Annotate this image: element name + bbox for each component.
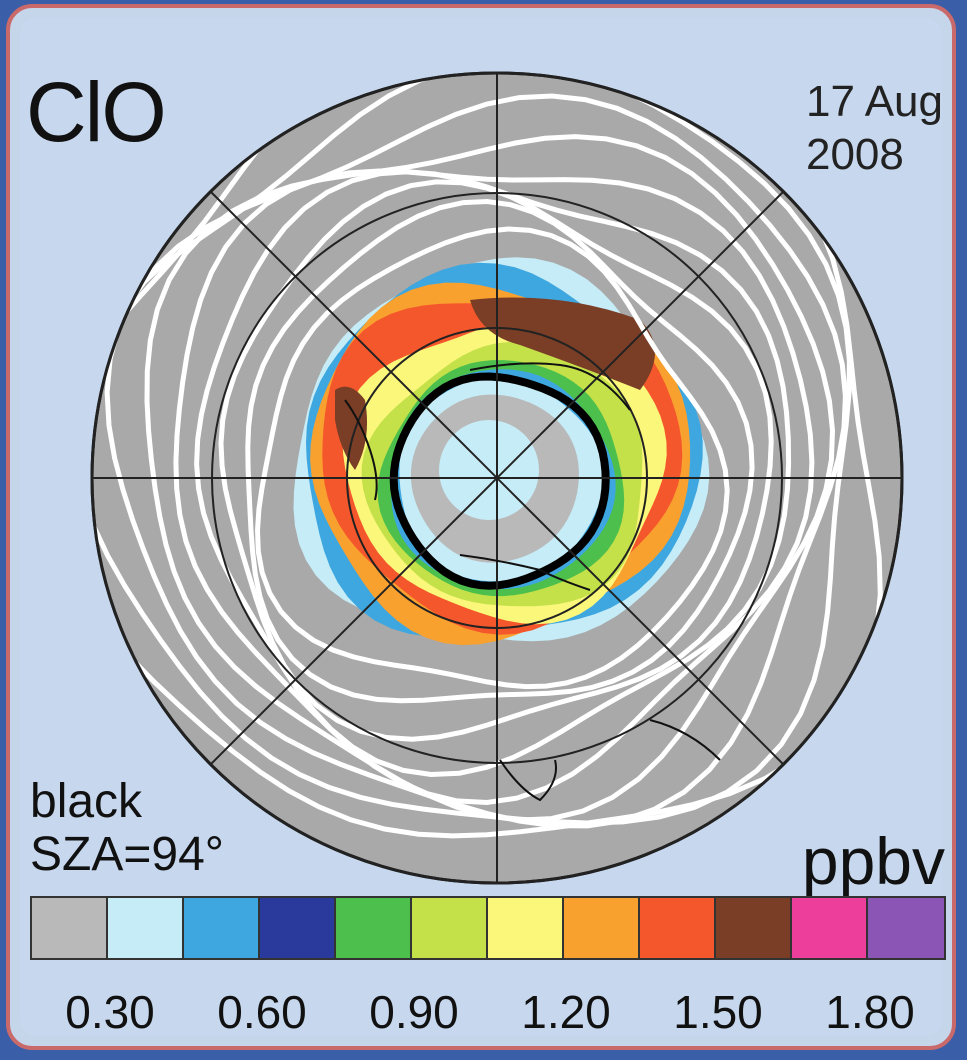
colorbar-tick-label: 0.30 (65, 986, 155, 1038)
colorbar-tick-label: 0.90 (369, 986, 459, 1038)
map-date: 17 Aug 2008 (806, 76, 943, 182)
map-border (90, 71, 904, 885)
colorbar-unit: ppbv (801, 824, 945, 898)
coastline-antarctica (344, 362, 631, 591)
colorbar-swatch (564, 898, 640, 958)
colorbar-swatch (640, 898, 716, 958)
colorbar-swatch (184, 898, 260, 958)
colorbar-tick-label: 1.20 (521, 986, 611, 1038)
colorbar-swatch (336, 898, 412, 958)
coastline-continent (499, 719, 721, 802)
sza-note-line1: black (30, 775, 143, 828)
pv-contour (218, 179, 774, 742)
vortex-high-patch (335, 386, 368, 470)
colorbar-swatch (792, 898, 868, 958)
pv-contour (245, 198, 755, 704)
sza-note: black SZA=94° (30, 775, 224, 882)
meridian-line (209, 190, 785, 766)
colorbar-swatch (868, 898, 944, 958)
pv-contour (194, 169, 792, 778)
colorbar-swatch (108, 898, 184, 958)
pv-contour (144, 134, 836, 823)
colorbar-tick-label: 0.60 (217, 986, 307, 1038)
sza-note-line2: SZA=94° (30, 827, 224, 881)
map-title: ClO (26, 65, 167, 159)
colorbar-swatch (716, 898, 792, 958)
pv-contour (173, 168, 815, 806)
colorbar-swatch (260, 898, 336, 958)
pv-contour (254, 226, 730, 690)
map-date-year: 2008 (805, 129, 904, 179)
colorbar-swatch (32, 898, 108, 958)
colorbar (30, 896, 946, 960)
colorbar-tick-label: 1.50 (673, 986, 763, 1038)
pv-contour (104, 93, 848, 829)
pv-contour (92, 73, 852, 826)
colorbar-tick-label: 1.80 (825, 986, 915, 1038)
colorbar-swatch (412, 898, 488, 958)
terminator-ring (389, 372, 610, 590)
colorbar-swatch (488, 898, 564, 958)
map-date-day: 17 Aug (805, 77, 943, 126)
map-layers (92, 73, 902, 883)
